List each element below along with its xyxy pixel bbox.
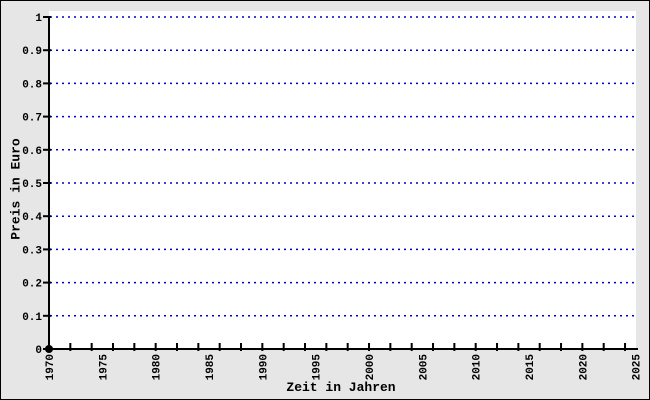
x-tick-label: 1995: [312, 354, 324, 381]
x-axis-tick-labels: 1970 1975 1980 1985 1990 1995 2000 2005 2010 2015…: [45, 354, 644, 381]
x-tick-label: 1980: [152, 354, 164, 380]
origin-marker: [45, 345, 53, 353]
x-tick-label: 2015: [525, 354, 537, 381]
y-tick-label: 0.8: [22, 79, 42, 91]
x-tick-label: 2025: [632, 354, 644, 381]
x-tick-label: 1985: [205, 354, 217, 381]
y-tick-label: 0.4: [22, 212, 42, 224]
x-axis-title: Zeit in Jahren: [286, 380, 396, 395]
data-markers: [45, 345, 53, 353]
y-tick-label: 1: [35, 13, 42, 25]
y-axis-tick-labels: 0 0.1 0.2 0.3 0.4 0.5 0.6 0.7 0.8 0.9 1: [22, 13, 42, 357]
x-tick-label: 1970: [45, 354, 57, 380]
y-tick-label: 0.9: [22, 46, 42, 58]
y-tick-label: 0.2: [22, 279, 42, 291]
y-axis-title: Preis in Euro: [8, 138, 24, 240]
x-tick-label: 1975: [98, 354, 110, 381]
x-tick-label: 2005: [418, 354, 430, 381]
plot-area: [49, 11, 636, 350]
y-tick-label: 0.7: [22, 113, 42, 125]
x-tick-label: 2010: [472, 354, 484, 380]
y-tick-label: 0.5: [22, 179, 42, 191]
x-tick-label: 1990: [258, 354, 270, 380]
gridlines: [50, 16, 634, 317]
x-tick-label: 2020: [578, 354, 590, 380]
y-axis-ticks: [43, 16, 51, 350]
y-tick-label: 0.1: [22, 312, 42, 324]
y-tick-label: 0: [35, 345, 42, 357]
x-tick-label: 2000: [365, 354, 377, 380]
y-tick-label: 0.6: [22, 146, 42, 158]
y-tick-label: 0.3: [22, 245, 42, 257]
